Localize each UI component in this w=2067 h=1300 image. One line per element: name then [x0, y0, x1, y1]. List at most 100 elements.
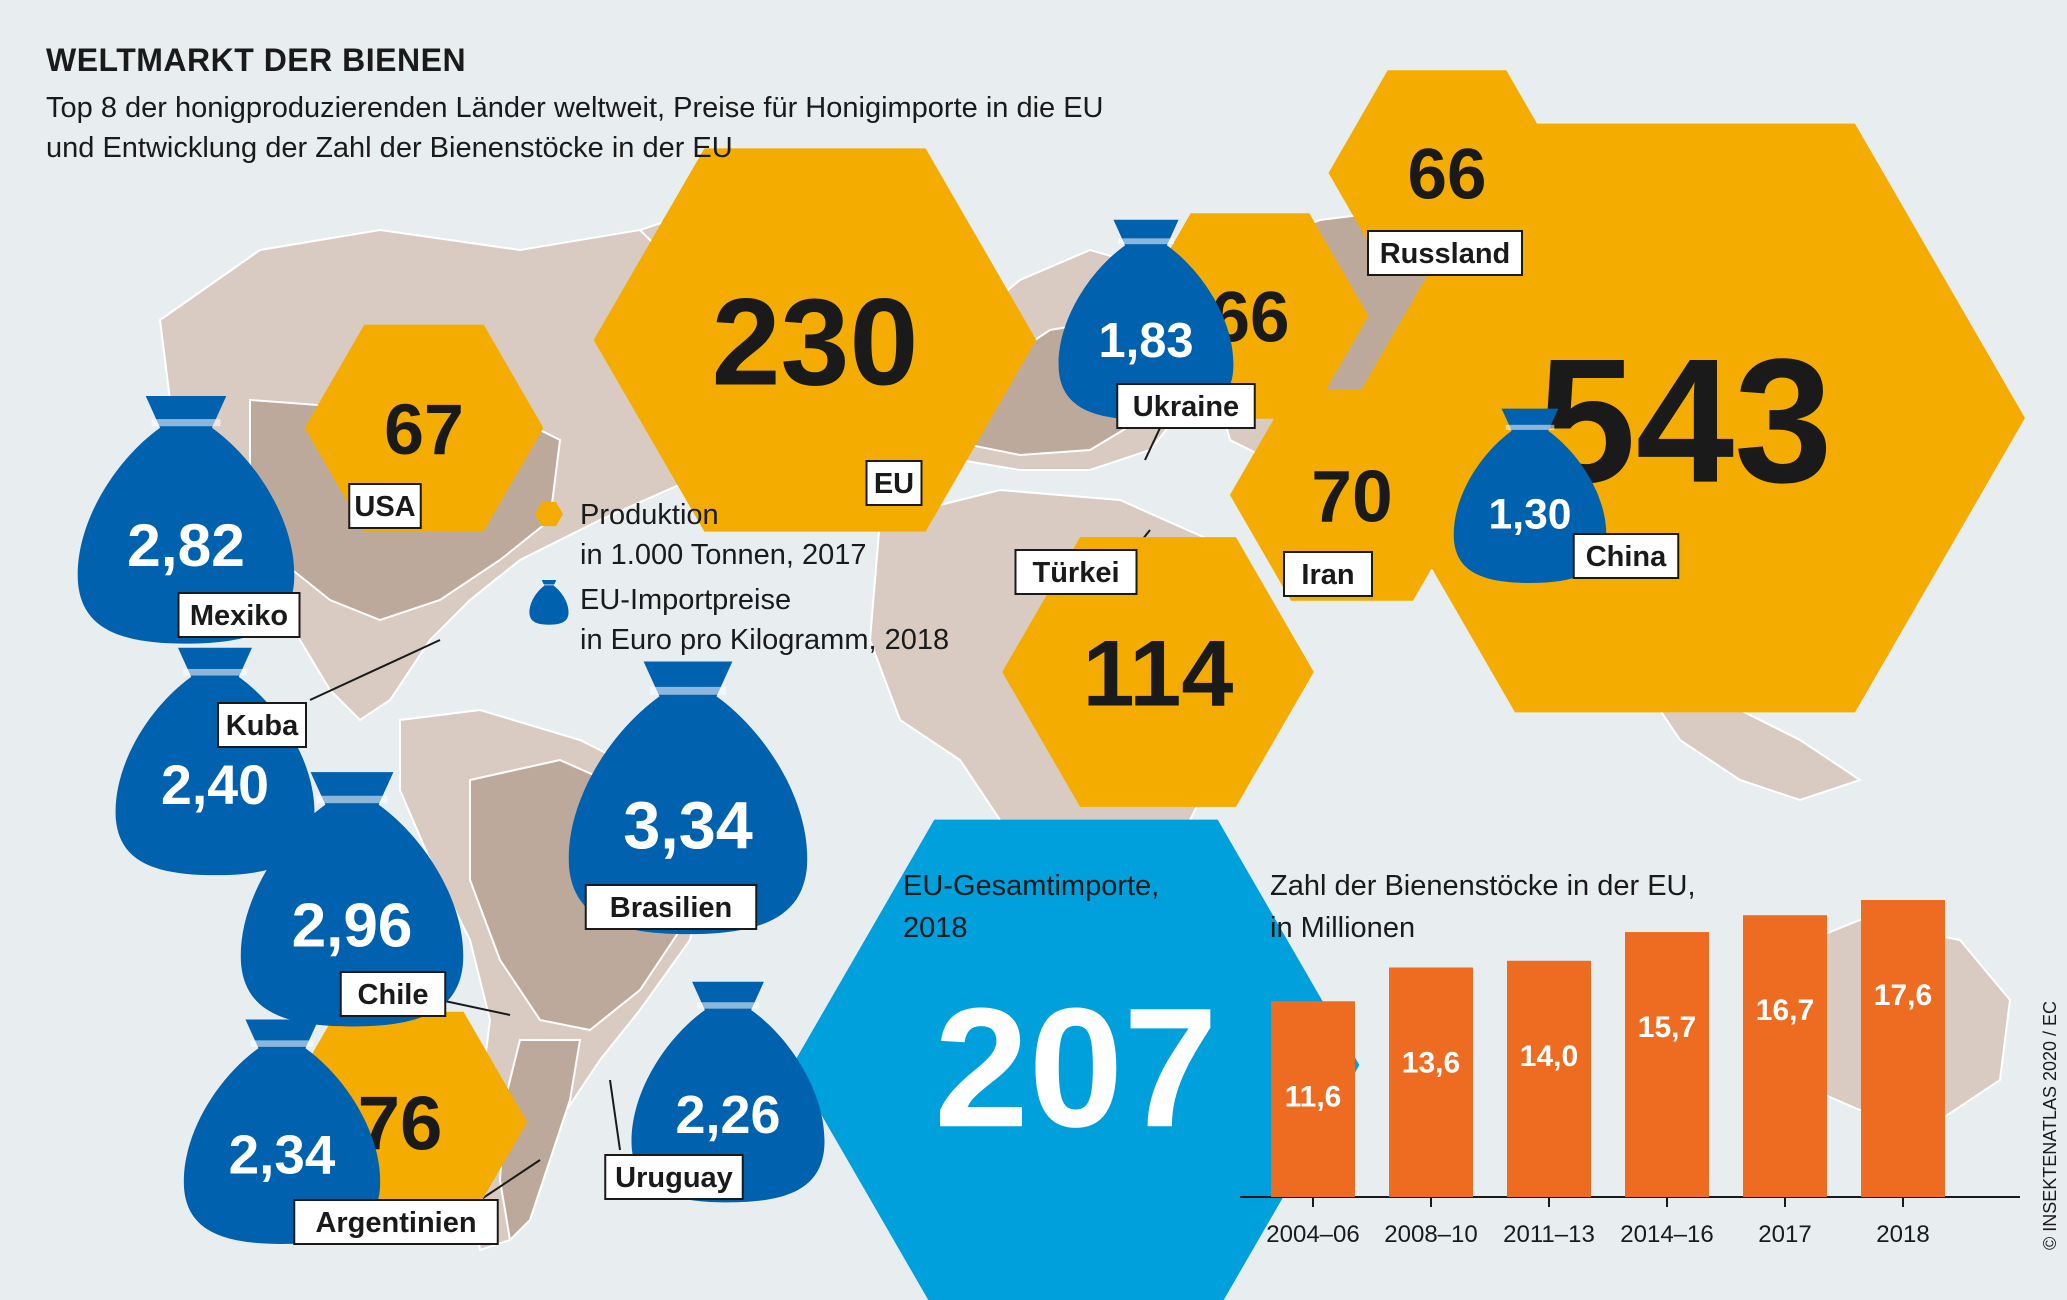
- china-label-box: China: [1572, 533, 1680, 579]
- ukraine-label-box: Ukraine: [1116, 383, 1256, 429]
- kuba-label-box-shape: [217, 702, 307, 748]
- usa-label-box: USA: [348, 483, 422, 529]
- eu-total-layer: 207: [792, 819, 1360, 1300]
- eu-hexagon: 230: [593, 148, 1037, 532]
- legend-production-line: Produktion: [580, 499, 719, 531]
- eu-country-name: EU: [874, 468, 914, 500]
- x-axis-tick-label: 2018: [1876, 1221, 1929, 1248]
- hive-bar-value-label: 16,7: [1756, 994, 1814, 1027]
- tuerkei-label-box-shape: [1014, 549, 1138, 595]
- hive-bar-value-label: 15,7: [1638, 1011, 1696, 1044]
- uruguay-bag-tie: [697, 1002, 759, 1009]
- ukraine-country-name: Ukraine: [1133, 391, 1239, 423]
- hive-bar-chart: 11,6 2004–06 13,6 2008–10 14,0 2011–13 15,7 201…: [1240, 900, 2020, 1248]
- russland-hexagon: 66: [1328, 70, 1566, 276]
- russland-hexagon-shape: [1328, 70, 1566, 276]
- x-axis-tick-label: 2017: [1758, 1221, 1811, 1248]
- ukraine-connector: [1144, 427, 1161, 461]
- argentinien-label-box-shape: [293, 1199, 499, 1245]
- argentinien-money-bag: 2,34: [183, 1019, 381, 1244]
- argentinien-label-box: Argentinien: [293, 1199, 499, 1245]
- usa-value-label: 67: [384, 390, 464, 470]
- eu-label-box: EU: [865, 460, 923, 506]
- hive-bar: [1271, 1001, 1355, 1197]
- hive-bar-value-label: 11,6: [1285, 1080, 1342, 1113]
- eu-total-imports-value-label: 207: [934, 973, 1218, 1163]
- kuba-price-label: 2,40: [161, 754, 269, 816]
- hive-bar: [1625, 932, 1709, 1197]
- iran-hexagon-shape: [1229, 389, 1475, 601]
- ukraine-money-bag: 1,83: [1058, 219, 1234, 420]
- ukraine-price-label: 1,83: [1099, 314, 1194, 368]
- iran-hexagon: 70: [1229, 389, 1475, 601]
- mexiko-money-bag-shape: [77, 396, 295, 644]
- russland-country-name: Russland: [1380, 238, 1511, 270]
- legend-price-line: EU-Importpreise: [580, 584, 792, 616]
- uruguay-connector: [609, 1079, 621, 1151]
- legend-price-line: in Euro pro Kilogramm, 2018: [580, 624, 950, 656]
- chile-price-label: 2,96: [292, 892, 413, 961]
- uruguay-price-label: 2,26: [676, 1085, 781, 1145]
- legend-price-text: EU-Importpreise in Euro pro Kilogramm, 20…: [580, 580, 949, 660]
- iran-label-box-shape: [1283, 551, 1373, 597]
- chart-subtitle: Top 8 der honigproduzierenden Länder wel…: [46, 92, 1104, 164]
- chile-label-box: Chile: [339, 971, 447, 1017]
- russland-label-box-shape: [1367, 230, 1523, 276]
- ukraine-label-box-shape: [1116, 383, 1256, 429]
- brasilien-money-bag-shape: [568, 661, 808, 935]
- tuerkei-label-box: Türkei: [1014, 549, 1138, 595]
- china-label-box-shape: [1572, 533, 1680, 579]
- argentinien-price-label: 2,34: [229, 1123, 336, 1185]
- china-money-bag: 1,30: [1453, 408, 1607, 584]
- brasilien-label-box-shape: [584, 884, 758, 930]
- argentinien-connector: [479, 1159, 541, 1201]
- hive-bar: [1389, 967, 1473, 1197]
- uruguay-money-bag-shape: [631, 981, 825, 1203]
- brasilien-label-box: Brasilien: [584, 884, 758, 930]
- x-axis-tick-label: 2004–06: [1266, 1221, 1359, 1248]
- kuba-connector: [309, 639, 441, 701]
- legend-icons: [529, 501, 569, 625]
- tuerkei-hexagon-shape: [1002, 537, 1314, 807]
- mexiko-country-name: Mexiko: [190, 600, 288, 632]
- chile-label-box-shape: [339, 971, 447, 1017]
- uruguay-money-bag: 2,26: [631, 981, 825, 1203]
- mexiko-bag-tie: [151, 419, 221, 427]
- x-axis-tick-label: 2014–16: [1620, 1221, 1713, 1248]
- x-axis-tick-label: 2011–13: [1503, 1221, 1595, 1248]
- eu-total-label-line: 2018: [903, 912, 968, 944]
- eu-total-imports-hexagon-shape: [792, 819, 1360, 1300]
- eu-total-label-line: EU-Gesamtimporte,: [903, 870, 1160, 902]
- china-country-name: China: [1586, 541, 1667, 573]
- uruguay-label-box-shape: [604, 1154, 744, 1200]
- ukraine-money-bag-shape: [1058, 219, 1234, 420]
- argentinien-money-bag-shape: [183, 1019, 381, 1244]
- usa-country-name: USA: [354, 491, 415, 523]
- iran-label-box: Iran: [1283, 551, 1373, 597]
- china-price-label: 1,30: [1489, 490, 1572, 538]
- country-labels: China EU Türkei Argentinien Iran USA Ukraine Ru…: [177, 230, 1680, 1245]
- ukraine-bag-tie: [1118, 238, 1174, 245]
- mexiko-price-label: 2,82: [127, 511, 245, 579]
- kuba-money-bag: 2,40: [115, 647, 315, 876]
- brasilien-money-bag: 3,34: [568, 661, 808, 935]
- argentinien-bag-tie: [250, 1040, 314, 1047]
- brasilien-price-label: 3,34: [623, 790, 753, 864]
- eu-hexagon-shape: [593, 148, 1037, 532]
- hive-bar: [1507, 960, 1591, 1197]
- china-money-bag-shape: [1453, 408, 1607, 584]
- eu-value-label: 230: [712, 274, 919, 412]
- mexiko-money-bag: 2,82: [77, 396, 295, 644]
- credit-text: © INSEKTENATLAS 2020 / EC: [2040, 1000, 2060, 1250]
- tuerkei-value-label: 114: [1083, 621, 1234, 726]
- chile-bag-tie: [316, 795, 388, 804]
- legend-production-line: in 1.000 Tonnen, 2017: [580, 539, 867, 571]
- usa-label-box-shape: [348, 483, 422, 529]
- hive-bar-value-label: 13,6: [1402, 1047, 1460, 1080]
- iran-value-label: 70: [1311, 455, 1392, 537]
- eu-total-imports-hexagon: 207: [792, 819, 1360, 1300]
- china-bag-tie: [1505, 424, 1555, 430]
- legend-money-bag: [529, 580, 569, 625]
